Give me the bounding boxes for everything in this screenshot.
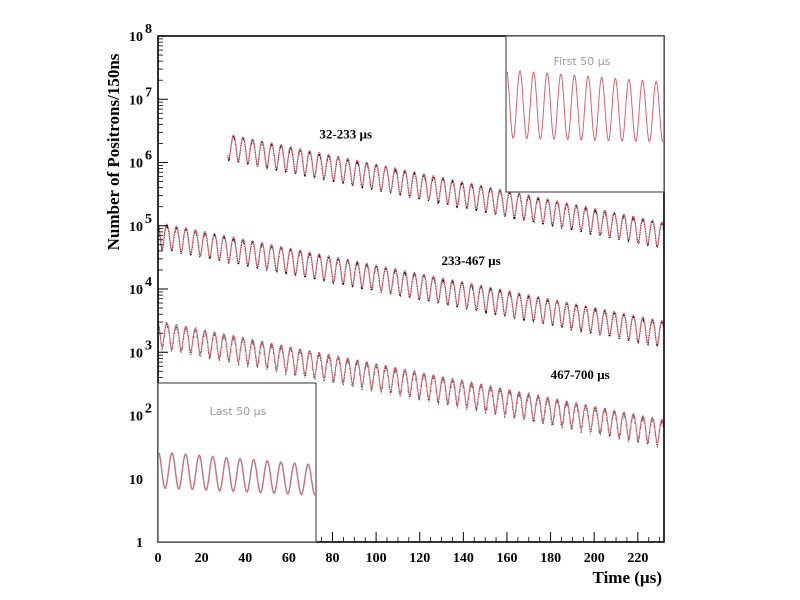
inset-first-curve-group xyxy=(506,70,664,143)
label-layer: 32-233 µs 233-467 µs 467-700 µs xyxy=(319,126,609,381)
x-tick-label: 180 xyxy=(540,551,561,566)
x-tick-label: 220 xyxy=(627,551,648,566)
inset-first-title: First 50 µs xyxy=(554,55,611,68)
x-axis-title: Time (µs) xyxy=(593,568,662,587)
x-tick-label: 60 xyxy=(282,551,296,566)
y-tick-label: 10 xyxy=(129,220,143,235)
y-tick-label: 10 xyxy=(129,157,143,172)
x-tick-label: 160 xyxy=(496,551,517,566)
y-axis-title: Number of Positrons/150ns xyxy=(104,53,123,250)
y-tick-label: 10 xyxy=(129,473,143,488)
y-tick-label: 10 xyxy=(129,346,143,361)
inset-last-frame xyxy=(157,382,317,543)
y-tick-label: 10 xyxy=(129,283,143,298)
y-tick-exponent: 8 xyxy=(145,22,152,37)
x-tick-label: 200 xyxy=(584,551,605,566)
y-tick-exponent: 7 xyxy=(145,85,152,100)
y-tick-exponent: 4 xyxy=(145,275,152,290)
x-tick-label: 40 xyxy=(238,551,252,566)
x-tick-label: 20 xyxy=(195,551,209,566)
y-tick-exponent: 6 xyxy=(145,149,152,164)
y-tick-label: 1 xyxy=(136,536,143,551)
y-tick-exponent: 2 xyxy=(145,402,152,417)
series-group xyxy=(157,222,665,347)
series-label: 32-233 µs xyxy=(319,126,372,141)
x-tick-label: 80 xyxy=(325,551,339,566)
inset-last-curve-group xyxy=(158,452,316,496)
x-tick-label: 100 xyxy=(366,551,387,566)
x-tick-label: 140 xyxy=(453,551,474,566)
inset-last-50us: Last 50 µs xyxy=(157,382,317,543)
x-tick-label: 120 xyxy=(409,551,430,566)
series-fit-line xyxy=(157,222,665,345)
x-tick-label: 0 xyxy=(155,551,162,566)
inset-first-frame xyxy=(505,35,665,193)
y-tick-exponent: 3 xyxy=(145,338,152,353)
y-tick-label: 10 xyxy=(129,93,143,108)
inset-last-title: Last 50 µs xyxy=(210,405,267,418)
series-fit-line xyxy=(157,321,665,444)
data-layer xyxy=(157,134,665,448)
series-group xyxy=(227,134,665,248)
series-fit-line xyxy=(227,134,665,247)
series-data-line xyxy=(157,223,665,347)
inset-last-fit xyxy=(158,452,316,496)
y-tick-label: 10 xyxy=(129,30,143,45)
inset-first-50us: First 50 µs xyxy=(505,35,665,193)
inset-first-curve xyxy=(506,70,664,143)
y-tick-exponent: 5 xyxy=(145,212,152,227)
series-label: 233-467 µs xyxy=(442,253,501,268)
series-group xyxy=(157,320,665,448)
y-tick-label: 10 xyxy=(129,410,143,425)
series-label: 467-700 µs xyxy=(551,367,610,382)
